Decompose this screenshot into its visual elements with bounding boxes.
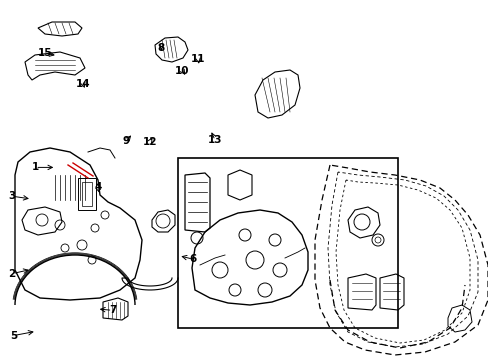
Text: 1: 1 (32, 162, 39, 172)
Text: 5: 5 (10, 330, 17, 341)
Text: 10: 10 (175, 66, 189, 76)
Text: 2: 2 (9, 269, 16, 279)
Bar (178, 158, 397, 328)
Text: 3: 3 (9, 191, 16, 201)
Text: 7: 7 (108, 305, 116, 315)
Bar (78, 178, 96, 210)
Bar (82, 182, 92, 206)
Text: 11: 11 (190, 54, 205, 64)
Text: 12: 12 (142, 137, 157, 147)
Text: 8: 8 (158, 42, 164, 53)
Text: 6: 6 (189, 254, 196, 264)
Text: 13: 13 (207, 135, 222, 145)
Text: 14: 14 (76, 78, 90, 89)
Text: 15: 15 (38, 48, 53, 58)
Text: 9: 9 (122, 136, 129, 146)
Text: 4: 4 (94, 182, 102, 192)
